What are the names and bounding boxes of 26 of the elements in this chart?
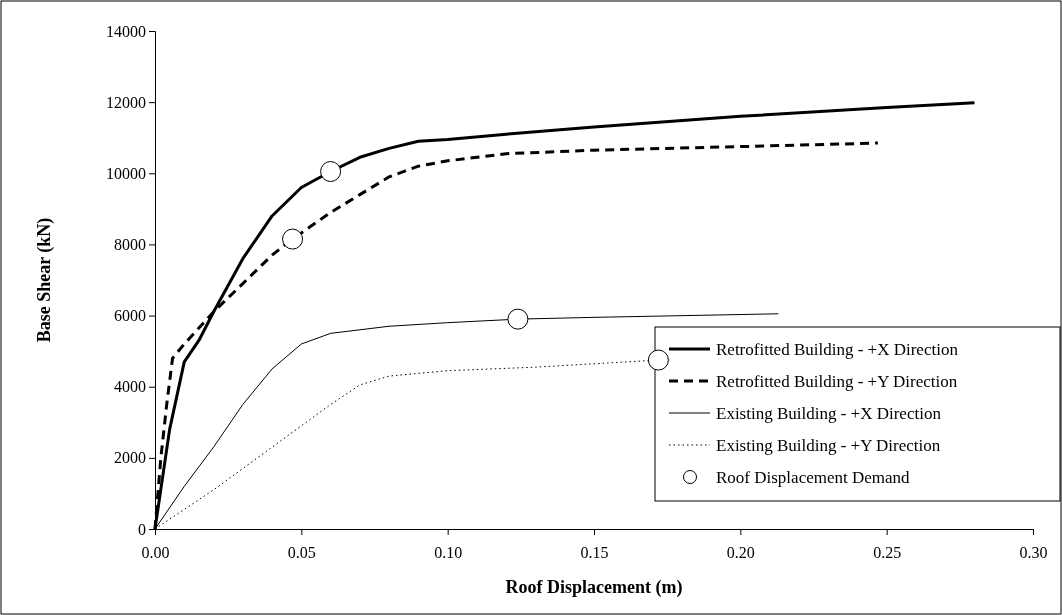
x-tick-label: 0.15 (580, 544, 609, 562)
y-tick-label: 0 (138, 520, 146, 538)
x-tick-label: 0.20 (726, 544, 755, 562)
x-tick-label: 0.00 (141, 544, 170, 562)
x-tick-label: 0.30 (1019, 544, 1048, 562)
legend-label: Existing Building - +Y Direction (716, 436, 941, 455)
y-tick-label: 6000 (114, 307, 146, 325)
y-tick-label: 14000 (106, 22, 146, 40)
x-tick-label: 0.25 (873, 544, 902, 562)
y-tick-label: 4000 (114, 378, 146, 396)
point (507, 308, 529, 330)
y-tick-label: 12000 (106, 93, 146, 111)
x-tick-label: 0.05 (287, 544, 316, 562)
y-tick-label: 8000 (114, 236, 146, 254)
legend-label: Existing Building - +X Direction (716, 404, 942, 423)
legend-label: Retrofitted Building - +X Direction (716, 340, 959, 359)
y-axis-title: Base Shear (kN) (34, 217, 55, 343)
x-axis-title: Roof Displacement (m) (505, 577, 683, 598)
x-tick-label: 0.10 (434, 544, 463, 562)
point (282, 228, 304, 250)
legend-label: Retrofitted Building - +Y Direction (716, 372, 958, 391)
point (647, 349, 669, 371)
y-tick-label: 2000 (114, 449, 146, 467)
y-tick-label: 10000 (106, 164, 146, 182)
legend-label: Roof Displacement Demand (716, 468, 911, 487)
point (320, 161, 342, 183)
